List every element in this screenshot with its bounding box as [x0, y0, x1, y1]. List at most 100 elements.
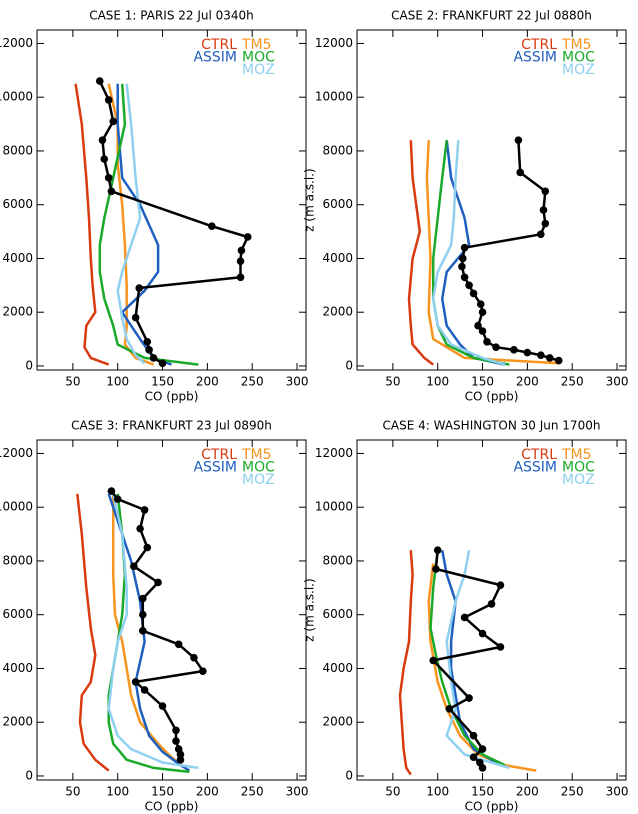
- observation-marker: [140, 506, 149, 514]
- y-axis-label: z (m a.s.l.): [303, 578, 317, 641]
- observation-marker: [545, 354, 554, 362]
- observation-marker: [172, 726, 180, 735]
- y-tick-label: 10000: [0, 500, 33, 514]
- x-tick-label: 300: [286, 375, 309, 389]
- x-tick-label: 150: [151, 785, 174, 799]
- observation-marker: [478, 629, 487, 638]
- profile-line: [425, 140, 559, 365]
- observation-marker: [139, 610, 147, 619]
- x-tick-label: 150: [151, 375, 174, 389]
- y-tick-label: 12000: [315, 36, 353, 50]
- profile-line: [116, 83, 146, 365]
- x-tick-label: 300: [606, 785, 629, 799]
- observation-marker: [496, 581, 505, 589]
- observation-marker: [139, 627, 147, 635]
- observation-marker: [483, 337, 491, 346]
- legend-entry: CTRL: [521, 37, 557, 53]
- observation-marker: [154, 578, 162, 587]
- observation-marker: [465, 694, 473, 702]
- plot-frame: [36, 29, 307, 371]
- observation-marker: [176, 756, 185, 764]
- observation-marker: [107, 487, 116, 495]
- y-tick-label: 0: [25, 358, 33, 372]
- profile-line: [110, 490, 205, 760]
- legend-entry: MOC: [242, 50, 275, 66]
- observation-marker: [199, 667, 207, 675]
- legend-entry: MOC: [562, 460, 595, 476]
- y-tick-label: 2000: [322, 715, 353, 729]
- profile-line: [74, 83, 110, 366]
- y-tick-label: 4000: [322, 661, 353, 675]
- profile-line: [111, 493, 186, 769]
- x-tick-label: 100: [426, 375, 449, 389]
- observation-marker: [478, 308, 487, 317]
- observation-marker: [143, 337, 152, 346]
- observation-marker: [104, 174, 113, 182]
- y-tick-label: 12000: [0, 446, 33, 460]
- observation-marker: [100, 155, 109, 163]
- y-tick-label: 8000: [322, 143, 353, 157]
- y-tick-label: 10000: [315, 500, 353, 514]
- observation-marker: [469, 289, 478, 298]
- x-tick-label: 300: [286, 785, 309, 799]
- y-tick-label: 2000: [2, 305, 33, 319]
- x-axis-label: CO (ppb): [465, 390, 519, 404]
- legend-entry: TM5: [241, 447, 272, 463]
- observation-marker: [465, 281, 473, 290]
- observation-marker: [469, 753, 478, 761]
- observation-marker: [469, 731, 478, 740]
- y-tick-label: 4000: [322, 251, 353, 265]
- x-tick-label: 100: [106, 785, 129, 799]
- observation-marker: [139, 594, 147, 603]
- observation-marker: [237, 246, 246, 255]
- observation-marker: [190, 653, 198, 662]
- x-tick-label: 150: [471, 785, 494, 799]
- y-tick-label: 4000: [2, 251, 33, 265]
- observation-marker: [104, 96, 113, 104]
- x-tick-label: 250: [241, 375, 264, 389]
- legend-entry: TM5: [241, 37, 272, 53]
- observation-marker: [95, 77, 104, 85]
- y-tick-label: 6000: [2, 607, 33, 621]
- x-tick-label: 150: [471, 375, 494, 389]
- y-tick-label: 0: [345, 358, 353, 372]
- y-tick-label: 12000: [0, 36, 33, 50]
- legend-entry: CTRL: [521, 447, 557, 463]
- legend-entry: ASSIM: [193, 50, 237, 66]
- observation-marker: [109, 117, 118, 126]
- x-tick-label: 100: [426, 785, 449, 799]
- legend-entry: TM5: [561, 37, 592, 53]
- y-tick-label: 6000: [2, 197, 33, 211]
- observation-marker: [143, 543, 152, 552]
- x-tick-label: 250: [241, 785, 264, 799]
- plot-frame: [356, 29, 627, 371]
- observation-marker: [510, 346, 518, 354]
- profile-line: [427, 563, 537, 772]
- observation-marker: [130, 562, 138, 571]
- observation-marker: [460, 273, 469, 282]
- panel-title: CASE 4: WASHINGTON 30 Jun 1700h: [383, 419, 601, 433]
- profile-line: [431, 140, 510, 366]
- observation-marker: [136, 524, 144, 533]
- x-axis-label: CO (ppb): [145, 800, 199, 814]
- legend-entry: CTRL: [201, 447, 237, 463]
- y-tick-label: 8000: [322, 553, 353, 567]
- legend-entry: MOZ: [562, 472, 595, 488]
- x-tick-label: 50: [385, 785, 400, 799]
- observation-marker: [140, 686, 149, 694]
- y-tick-label: 4000: [2, 661, 33, 675]
- y-tick-label: 10000: [0, 90, 33, 104]
- y-tick-label: 8000: [2, 553, 33, 567]
- y-tick-label: 2000: [2, 715, 33, 729]
- profile-line: [76, 493, 110, 772]
- panel: CASE 3: FRANKFURT 23 Jul 0890h 50 100 150 20…: [0, 419, 308, 814]
- plot-frame: [356, 439, 627, 781]
- y-tick-label: 12000: [315, 446, 353, 460]
- observation-marker: [113, 495, 122, 503]
- observation-marker: [523, 348, 532, 357]
- legend-entry: MOC: [242, 460, 275, 476]
- observation-marker: [460, 243, 469, 252]
- legend-entry: MOZ: [242, 62, 275, 78]
- y-tick-label: 8000: [2, 143, 33, 157]
- y-tick-label: 10000: [315, 90, 353, 104]
